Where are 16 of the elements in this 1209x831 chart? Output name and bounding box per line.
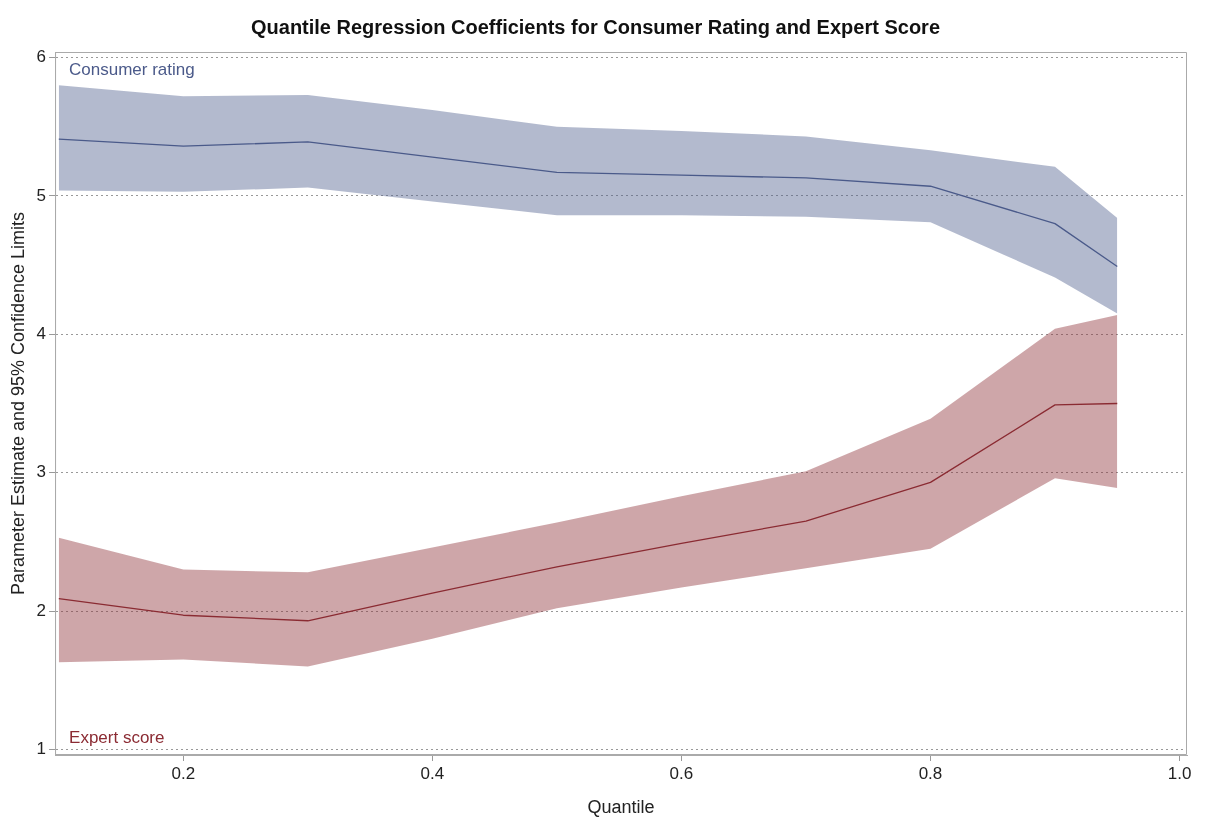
chart-title: Quantile Regression Coefficients for Consumer Rating and Expert Score [250,15,941,38]
y-tick-label: 5 [36,185,47,205]
y-tick-label: 1 [36,739,47,759]
y-axis-title: Parameter Estimate and 95% Confidence Limits [7,211,28,596]
y-tick-label: 3 [36,462,47,482]
y-tick-label: 4 [36,323,47,343]
y-tick-label: 2 [36,600,47,620]
text: Expert score [69,728,165,748]
x-tick-label: 1.0 [1167,763,1192,783]
x-axis-title: Quantile [587,797,655,818]
x-tick-label: 0.8 [918,763,943,783]
x-tick-label: 0.6 [669,763,694,783]
x-tick-label: 0.2 [171,763,196,783]
text: Consumer rating [69,60,195,80]
x-tick-label: 0.4 [420,763,445,783]
y-tick-label: 6 [36,47,47,67]
